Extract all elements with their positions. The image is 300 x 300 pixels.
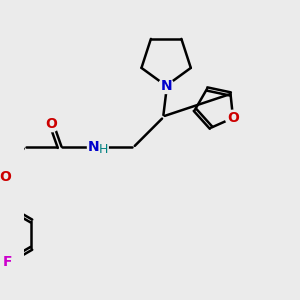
Circle shape (0, 254, 15, 270)
Circle shape (44, 116, 59, 132)
Text: N: N (160, 79, 172, 93)
Text: O: O (0, 170, 11, 184)
Text: H: H (99, 143, 109, 156)
Text: N: N (88, 140, 100, 154)
Text: F: F (3, 255, 13, 269)
Circle shape (225, 110, 241, 126)
Circle shape (0, 170, 13, 185)
Text: O: O (46, 117, 57, 131)
Circle shape (158, 78, 174, 94)
Circle shape (88, 137, 108, 158)
Text: O: O (227, 111, 239, 125)
